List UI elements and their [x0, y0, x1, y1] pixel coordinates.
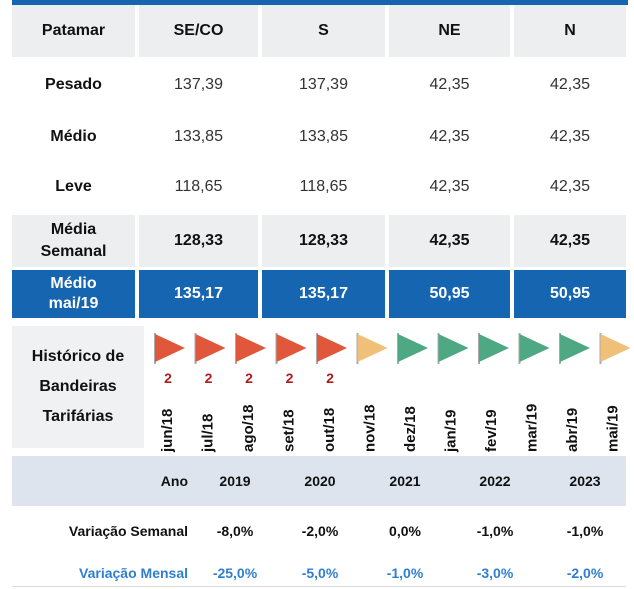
- value-cell: 137,39: [174, 76, 223, 93]
- variation-cell: -8,0%: [216, 523, 254, 539]
- header-cell: N: [514, 5, 626, 57]
- row-label: Pesado: [45, 76, 102, 93]
- value-cell: 42,35: [549, 76, 591, 93]
- value-cell: 128,33: [139, 215, 258, 267]
- flag: [195, 334, 226, 362]
- variation-cell: 2020: [304, 473, 336, 489]
- flag: [276, 334, 307, 362]
- value-cell: 42,35: [429, 76, 470, 93]
- value-cell: 135,17: [262, 270, 385, 318]
- flag-label: out/18: [321, 408, 338, 452]
- value-cell: 42,35: [429, 178, 470, 195]
- flag: [236, 334, 266, 362]
- flag-level: 2: [326, 370, 334, 386]
- header-cell: Patamar: [12, 5, 135, 57]
- variation-cell: -2,0%: [301, 523, 339, 539]
- variation-cell: -1,0%: [566, 523, 604, 539]
- flag: [438, 334, 469, 362]
- variation-cell: 2023: [569, 473, 601, 489]
- flag: [357, 334, 388, 362]
- flag-label: jan/19: [443, 409, 460, 453]
- flag-level: 2: [286, 370, 294, 386]
- variation-cell: -2,0%: [566, 565, 604, 581]
- variation-cell: -3,0%: [476, 565, 514, 581]
- flag-label: jun/18: [159, 409, 176, 453]
- value-cell: 50,95: [514, 270, 626, 318]
- flag: [317, 334, 347, 362]
- variation-cell: -25,0%: [212, 565, 258, 581]
- flags-title: Histórico de Bandeiras Tarifárias: [12, 326, 144, 448]
- top-bar: [12, 0, 628, 5]
- value-cell: 42,35: [549, 178, 591, 195]
- row-label: Média Semanal: [12, 215, 135, 267]
- bottom-rule: [12, 586, 626, 587]
- flag-level: 2: [164, 370, 172, 386]
- variation-cell: 0,0%: [389, 523, 421, 539]
- value-cell: 118,65: [174, 178, 223, 195]
- value-cell: 118,65: [299, 178, 348, 195]
- value-cell: 42,35: [429, 128, 470, 145]
- flag-level: 2: [245, 370, 253, 386]
- flag: [519, 334, 550, 362]
- flag-label: jul/18: [200, 414, 217, 453]
- variation-cell: -5,0%: [301, 565, 339, 581]
- variation-cell: 2022: [479, 473, 511, 489]
- flag-label: set/18: [281, 409, 298, 452]
- flag-label: abr/19: [564, 408, 581, 452]
- row-label: Médio: [50, 128, 97, 145]
- value-cell: 42,35: [389, 215, 510, 267]
- value-cell: 50,95: [389, 270, 510, 318]
- variation-label: Variação Mensal: [79, 565, 188, 581]
- value-cell: 42,35: [549, 128, 591, 145]
- variation-cell: -1,0%: [476, 523, 514, 539]
- row-label: Médio mai/19: [12, 270, 135, 318]
- row-label: Leve: [55, 178, 92, 195]
- flag: [479, 334, 509, 362]
- flag-label: dez/18: [402, 406, 419, 452]
- flag-label: mar/19: [524, 404, 541, 452]
- variation-cell: 2021: [389, 473, 421, 489]
- value-cell: 42,35: [514, 215, 626, 267]
- header-cell: S: [262, 5, 385, 57]
- value-cell: 128,33: [262, 215, 385, 267]
- value-cell: 133,85: [174, 128, 223, 145]
- flag-label: nov/18: [362, 404, 379, 452]
- flag-label: ago/18: [240, 404, 257, 452]
- value-cell: 137,39: [299, 76, 348, 93]
- flag-level: 2: [205, 370, 213, 386]
- flag: [600, 334, 631, 362]
- variation-cell: 2019: [219, 473, 251, 489]
- flag-label: mai/19: [605, 405, 622, 452]
- variation-header-bg: [12, 456, 626, 506]
- flag-label: fev/19: [483, 409, 500, 452]
- value-cell: 135,17: [139, 270, 258, 318]
- variation-label: Variação Semanal: [68, 523, 188, 539]
- header-cell: NE: [389, 5, 510, 57]
- variation-cell: -1,0%: [386, 565, 424, 581]
- flag: [560, 334, 590, 362]
- header-cell: SE/CO: [139, 5, 258, 57]
- flag: [398, 334, 428, 362]
- flag: [155, 334, 185, 362]
- variation-label: Ano: [160, 473, 188, 489]
- value-cell: 133,85: [299, 128, 348, 145]
